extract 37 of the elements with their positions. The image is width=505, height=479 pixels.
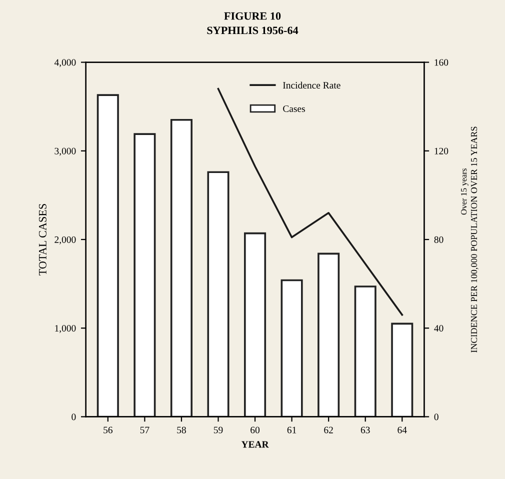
y-tick-label: 0 [72, 414, 76, 420]
x-tick-label: 62 [324, 426, 333, 434]
y2-tick-label: 160 [434, 59, 448, 66]
y-tick-label: 3,000 [54, 148, 76, 156]
legend-label: Cases [283, 105, 305, 112]
bar [96, 94, 119, 417]
bar [318, 252, 340, 417]
bar [134, 133, 156, 417]
y2-tick-label: 80 [434, 236, 444, 243]
x-tick-label: 57 [140, 426, 150, 434]
bar [391, 322, 414, 417]
y2-tick-label: 120 [434, 148, 448, 154]
x-tick-label: 61 [287, 426, 296, 434]
bar [244, 232, 266, 417]
x-axis-title: YEAR [241, 441, 269, 448]
chart-subtitle: SYPHILIS 1956-64 [207, 26, 298, 34]
y2-tick-label: 0 [434, 414, 438, 420]
bar [207, 171, 230, 417]
x-tick-label: 56 [104, 426, 112, 434]
x-tick-label: 58 [177, 426, 186, 434]
y-axis-title: TOTAL CASES [38, 204, 46, 276]
y2-tick-label: 40 [434, 325, 444, 332]
y-tick-label: 2,000 [54, 236, 76, 244]
y2-axis-title: INCIDENCE PER 100,000 POPULATION OVER 15 YEARS [470, 126, 478, 352]
chart-title: FIGURE 10 [224, 12, 281, 20]
x-tick-label: 63 [360, 426, 370, 434]
y-tick-label: 1,000 [55, 325, 76, 333]
x-tick-label: 60 [250, 426, 260, 434]
legend-label: Incidence Rate [283, 82, 340, 89]
text: Over 15 years [461, 168, 468, 215]
y-tick-label: 4,000 [54, 59, 76, 68]
bar [280, 279, 303, 417]
line-series [217, 88, 404, 316]
x-tick-label: 64 [398, 426, 407, 434]
bar [170, 118, 192, 417]
x-tick-label: 59 [214, 426, 223, 434]
bar [354, 286, 376, 417]
